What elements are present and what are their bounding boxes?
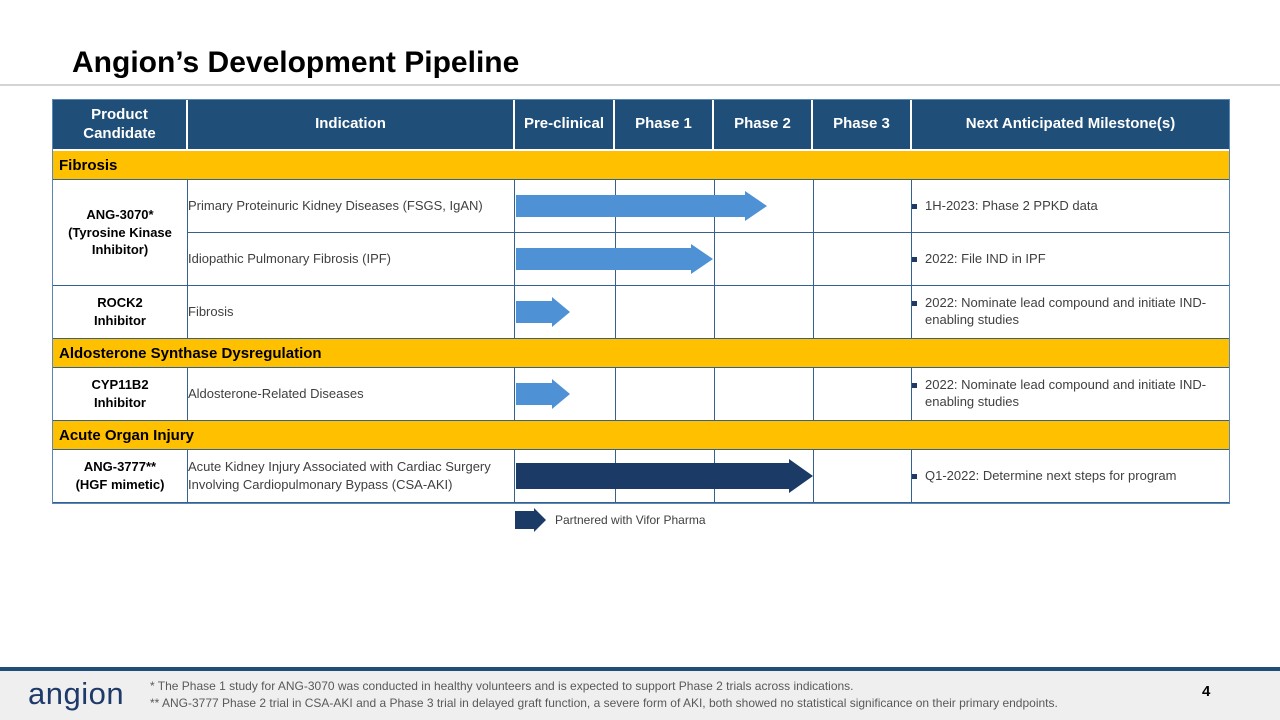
- candidate-cell: ANG-3070* (Tyrosine Kinase Inhibitor): [53, 180, 188, 286]
- progress-arrow: [516, 379, 570, 409]
- phase-grid-line: [813, 286, 814, 338]
- col-header-phase1: Phase 1: [615, 100, 714, 151]
- angion-logo: angion: [28, 676, 125, 711]
- footnote-2: ** ANG-3777 Phase 2 trial in CSA-AKI and…: [150, 696, 1058, 710]
- bullet-icon: [912, 301, 917, 307]
- section-header-aldosterone: Aldosterone Synthase Dysregulation: [53, 339, 1229, 368]
- phase-grid-line: [615, 286, 616, 338]
- section-label: Aldosterone Synthase Dysregulation: [53, 339, 1229, 368]
- table-row: Idiopathic Pulmonary Fibrosis (IPF) 2022…: [53, 233, 1229, 286]
- page-title: Angion’s Development Pipeline: [72, 46, 520, 79]
- footer-accent-bar: [0, 667, 1280, 671]
- milestone-cell: 2022: Nominate lead compound and initiat…: [912, 368, 1229, 421]
- phase-grid-line: [714, 368, 715, 420]
- milestone-text: 1H-2023: Phase 2 PPKD data: [925, 197, 1098, 213]
- table-row: ANG-3070* (Tyrosine Kinase Inhibitor) Pr…: [53, 180, 1229, 286]
- progress-arrow: [516, 191, 767, 221]
- legend: Partnered with Vifor Pharma: [515, 508, 706, 532]
- col-header-product-candidate: Product Candidate: [53, 100, 188, 151]
- milestone-text: 2022: Nominate lead compound and initiat…: [925, 377, 1207, 409]
- milestone-text: 2022: Nominate lead compound and initiat…: [925, 295, 1207, 327]
- phase-grid-line: [813, 450, 814, 502]
- phase-track: [515, 233, 912, 286]
- milestone-cell: 1H-2023: Phase 2 PPKD data: [912, 180, 1229, 233]
- col-header-preclinical: Pre-clinical: [515, 100, 615, 151]
- milestone-text: 2022: File IND in IPF: [925, 250, 1046, 266]
- bullet-icon: [912, 383, 917, 389]
- phase-track: [515, 180, 912, 233]
- candidate-cell: ANG-3777** (HGF mimetic): [53, 450, 188, 503]
- title-divider: [0, 84, 1280, 86]
- phase-grid-line: [813, 233, 814, 285]
- footnotes: * The Phase 1 study for ANG-3070 was con…: [150, 678, 1058, 712]
- phase-track: [515, 368, 912, 421]
- milestone-text: Q1-2022: Determine next steps for progra…: [925, 467, 1177, 483]
- progress-arrow: [516, 297, 570, 327]
- table-row: ANG-3777** (HGF mimetic) Acute Kidney In…: [53, 450, 1229, 503]
- col-header-phase2: Phase 2: [714, 100, 813, 151]
- table-header-row: Product Candidate Indication Pre-clinica…: [53, 100, 1229, 151]
- bullet-icon: [912, 203, 917, 209]
- indication-cell: Acute Kidney Injury Associated with Card…: [188, 450, 515, 503]
- table-row: ROCK2 Inhibitor Fibrosis 2022: Nominate …: [53, 286, 1229, 339]
- bullet-icon: [912, 473, 917, 479]
- legend-label: Partnered with Vifor Pharma: [555, 513, 706, 527]
- indication-cell: Primary Proteinuric Kidney Diseases (FSG…: [188, 180, 515, 233]
- footer: angion * The Phase 1 study for ANG-3070 …: [0, 671, 1280, 720]
- phase-grid-line: [813, 180, 814, 232]
- section-label: Acute Organ Injury: [53, 421, 1229, 450]
- phase-track: [515, 286, 912, 339]
- bullet-icon: [912, 256, 917, 262]
- phase-track: [515, 450, 912, 503]
- col-header-phase3: Phase 3: [813, 100, 912, 151]
- section-header-fibrosis: Fibrosis: [53, 151, 1229, 180]
- section-label: Fibrosis: [53, 151, 1229, 180]
- page-number: 4: [1202, 683, 1211, 700]
- phase-grid-line: [813, 368, 814, 420]
- milestone-cell: 2022: Nominate lead compound and initiat…: [912, 286, 1229, 339]
- candidate-cell: ROCK2 Inhibitor: [53, 286, 188, 339]
- indication-cell: Fibrosis: [188, 286, 515, 339]
- section-header-acute-organ-injury: Acute Organ Injury: [53, 421, 1229, 450]
- progress-arrow: [516, 244, 713, 274]
- col-header-milestones: Next Anticipated Milestone(s): [912, 100, 1229, 151]
- indication-cell: Idiopathic Pulmonary Fibrosis (IPF): [188, 233, 515, 286]
- milestone-cell: 2022: File IND in IPF: [912, 233, 1229, 286]
- phase-grid-line: [714, 286, 715, 338]
- col-header-indication: Indication: [188, 100, 515, 151]
- footnote-1: * The Phase 1 study for ANG-3070 was con…: [150, 679, 854, 693]
- candidate-cell: CYP11B2 Inhibitor: [53, 368, 188, 421]
- progress-arrow-partnered: [516, 459, 813, 493]
- pipeline-table: Product Candidate Indication Pre-clinica…: [52, 99, 1230, 504]
- partnered-arrow-icon: [515, 508, 546, 532]
- phase-grid-line: [615, 368, 616, 420]
- indication-cell: Aldosterone-Related Diseases: [188, 368, 515, 421]
- milestone-cell: Q1-2022: Determine next steps for progra…: [912, 450, 1229, 503]
- table-row: CYP11B2 Inhibitor Aldosterone-Related Di…: [53, 368, 1229, 421]
- phase-grid-line: [714, 233, 715, 285]
